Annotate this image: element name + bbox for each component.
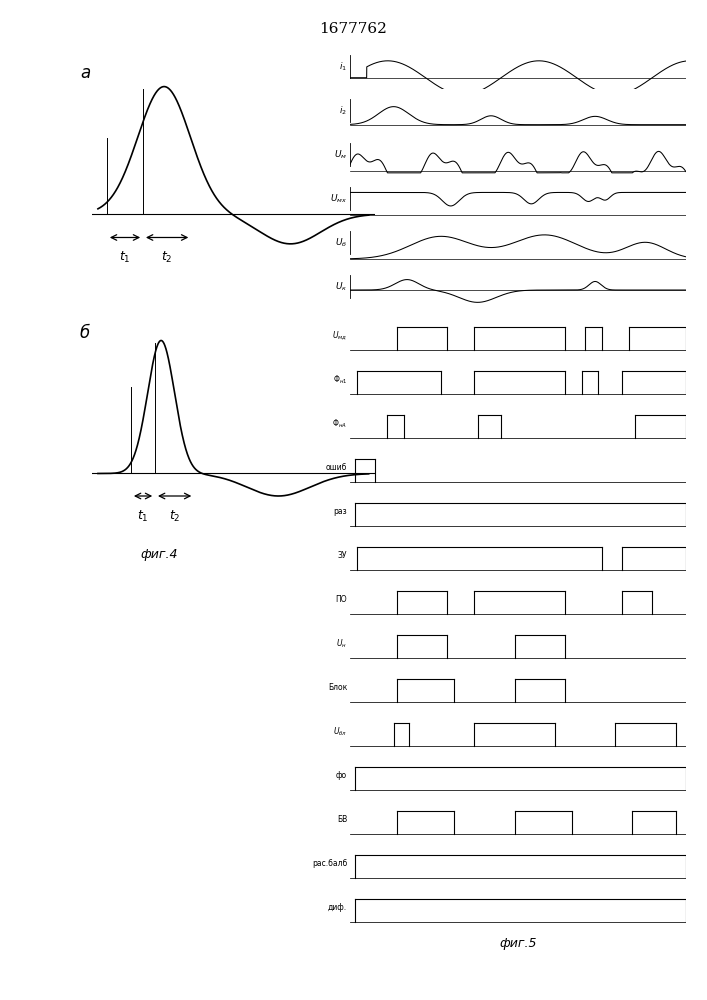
Text: $t_1$: $t_1$	[137, 509, 149, 524]
Text: ошиб: ошиб	[326, 463, 347, 472]
Text: диф.: диф.	[328, 903, 347, 912]
Text: Блок: Блок	[328, 683, 347, 692]
Text: $U_м$: $U_м$	[334, 148, 347, 161]
Text: $U_н$: $U_н$	[337, 638, 347, 650]
Text: $U_{мд}$: $U_{мд}$	[332, 330, 347, 342]
Text: ПО: ПО	[336, 595, 347, 604]
Text: ЗУ: ЗУ	[338, 551, 347, 560]
Text: фо: фо	[336, 771, 347, 780]
Text: $U_{бл}$: $U_{бл}$	[333, 726, 347, 738]
Text: б: б	[80, 324, 90, 342]
Text: $t_2$: $t_2$	[161, 250, 173, 265]
Text: $U_к$: $U_к$	[334, 280, 347, 293]
Text: $t_2$: $t_2$	[169, 509, 180, 524]
Text: $t_1$: $t_1$	[119, 250, 131, 265]
Text: $i_2$: $i_2$	[339, 104, 347, 117]
Text: рас.балб: рас.балб	[312, 859, 347, 868]
Text: $U_б$: $U_б$	[335, 236, 347, 249]
Text: фиг.4: фиг.4	[140, 548, 178, 561]
Text: $i_1$: $i_1$	[339, 60, 347, 73]
Text: $\Phi_{нА}$: $\Phi_{нА}$	[332, 418, 347, 430]
Text: фиг.5: фиг.5	[499, 937, 537, 950]
Text: a: a	[80, 64, 90, 82]
Text: раз: раз	[334, 507, 347, 516]
Text: $\Phi_{н1}$: $\Phi_{н1}$	[333, 374, 347, 386]
Text: БВ: БВ	[337, 815, 347, 824]
Text: 1677762: 1677762	[320, 22, 387, 36]
Text: $U_{мх}$: $U_{мх}$	[330, 192, 347, 205]
